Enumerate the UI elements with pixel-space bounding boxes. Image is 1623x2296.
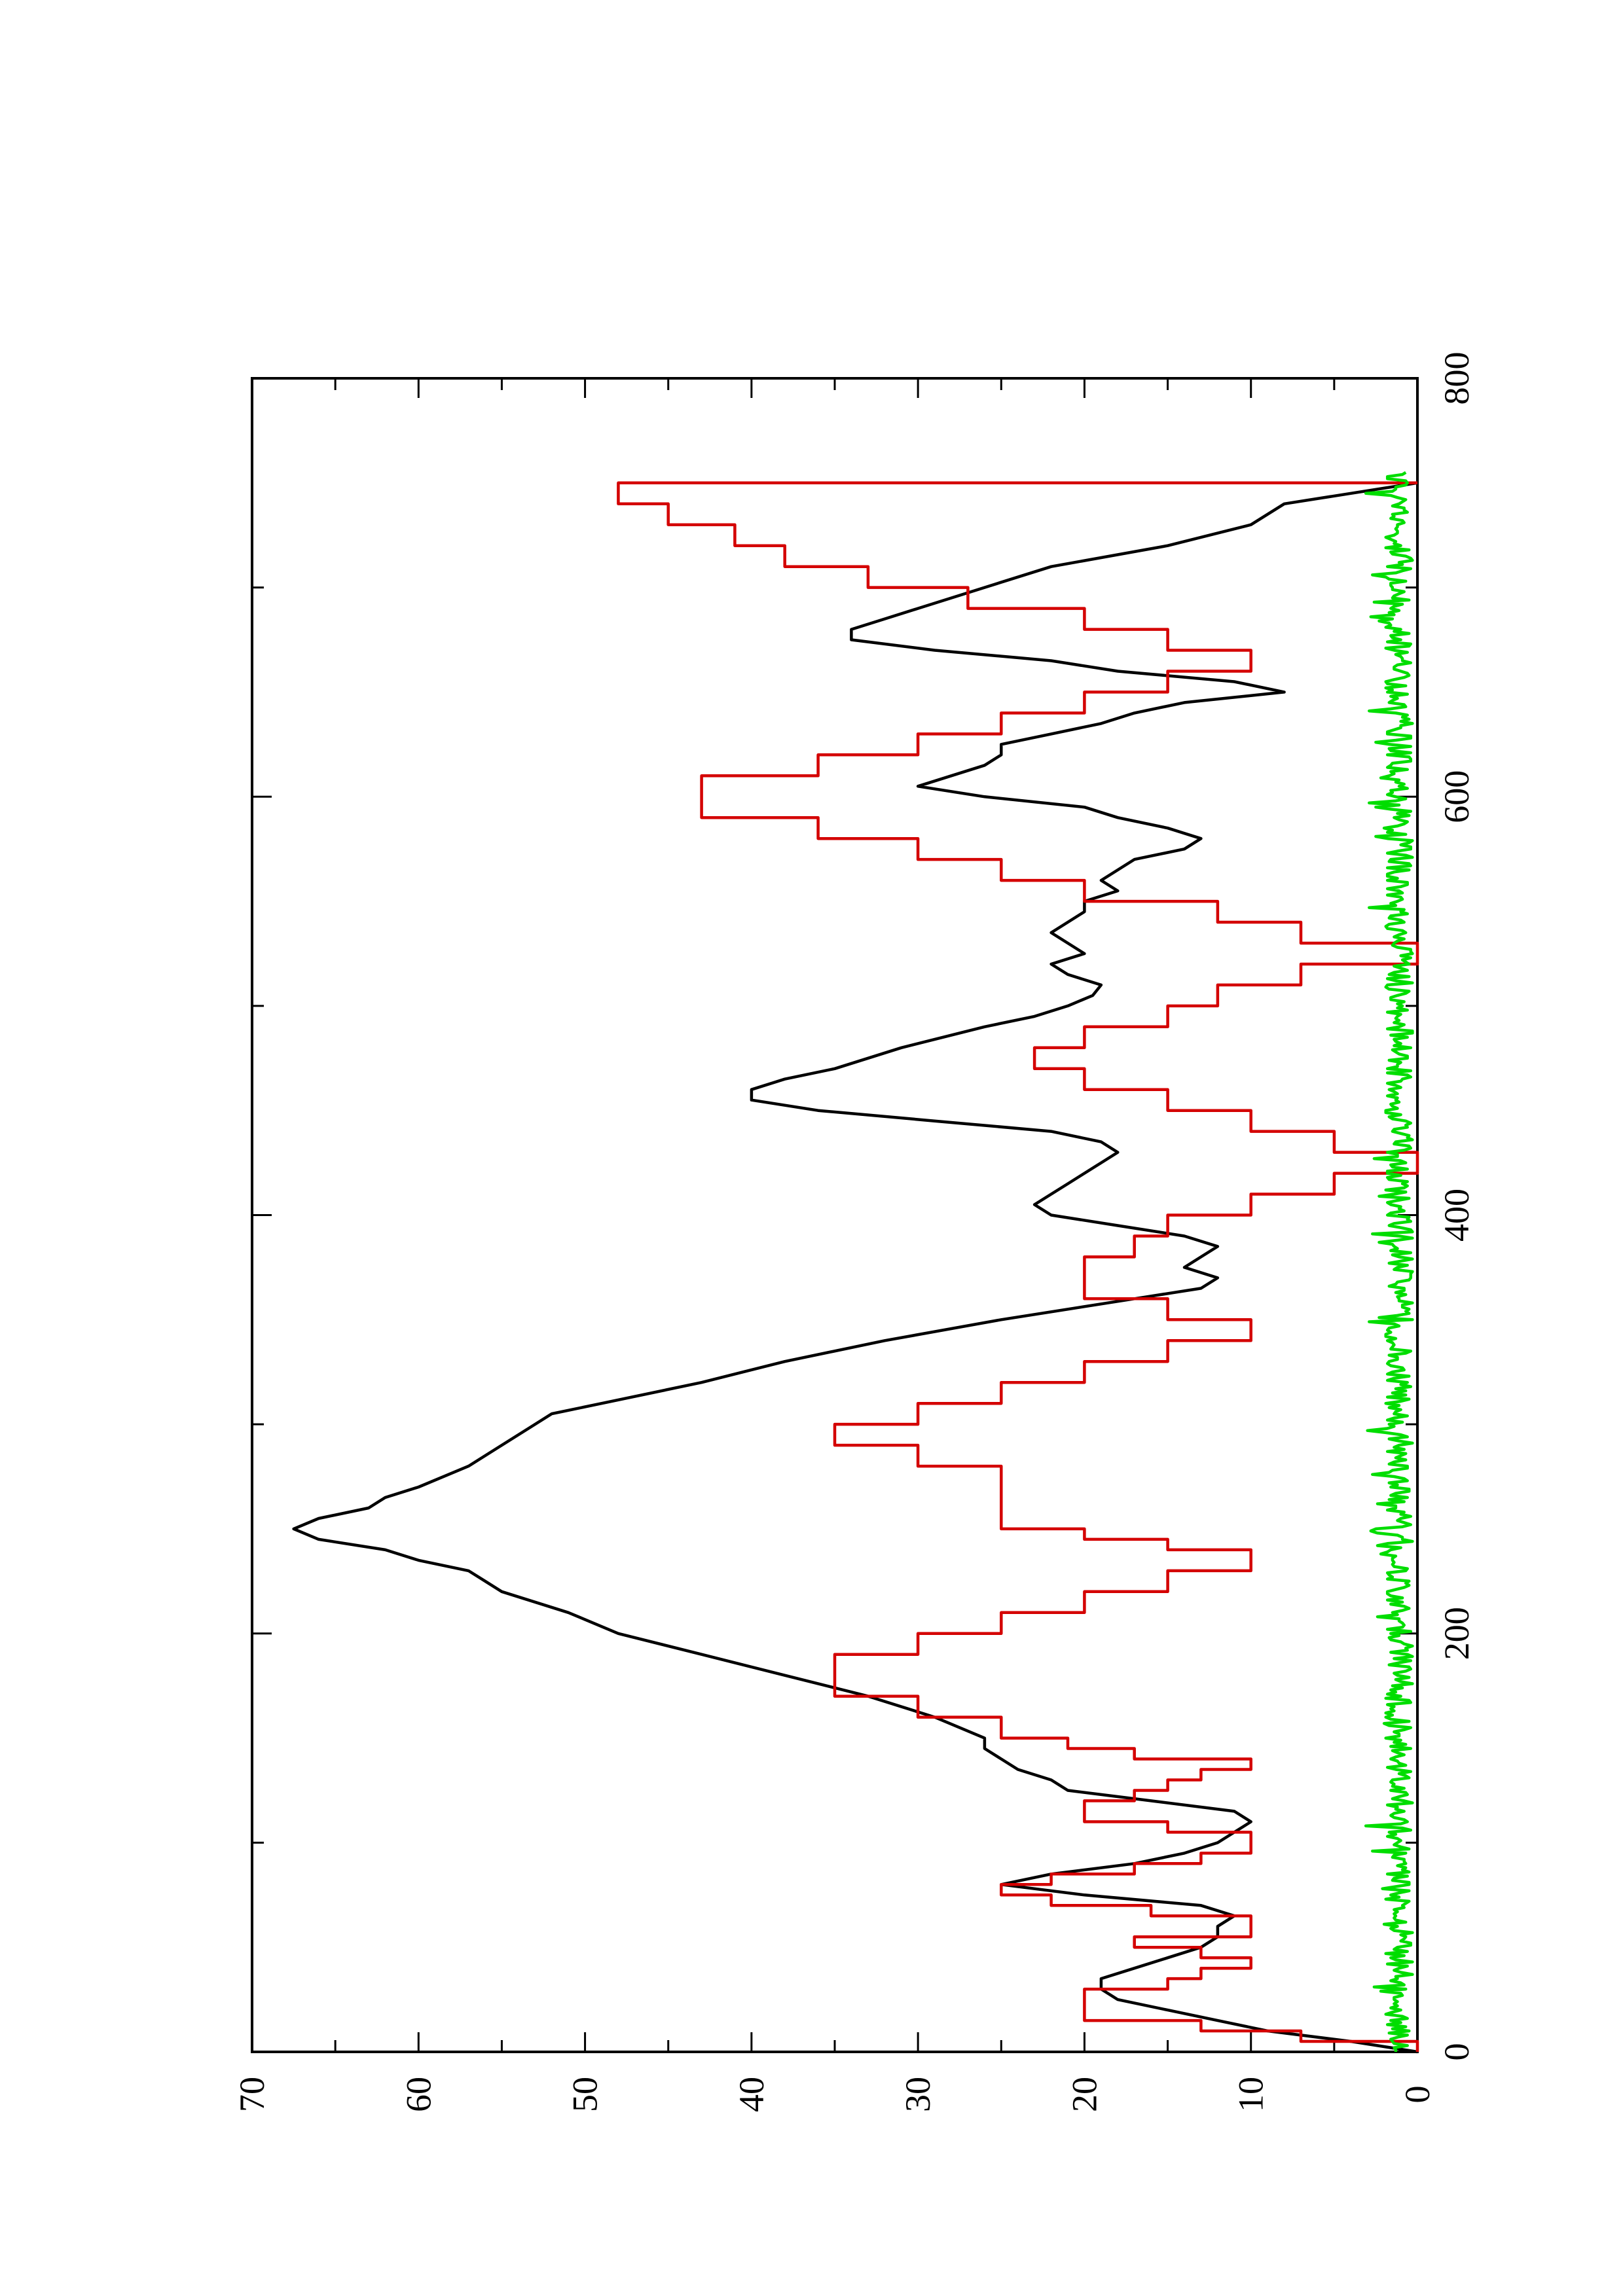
x-tick-label: 400: [1437, 1189, 1476, 1242]
y-tick-label: 60: [399, 2077, 438, 2112]
x-tick-label: 800: [1437, 352, 1476, 405]
x-tick-label: 600: [1437, 770, 1476, 823]
y-tick-label: 20: [1065, 2077, 1104, 2112]
x-tick-label: 200: [1437, 1607, 1476, 1660]
red-series-line: [617, 481, 1419, 2052]
plot-area: 0 200 400 600 800 0 10 20 30 40 50 60 70: [232, 352, 1476, 2113]
black-series-line: [292, 481, 1418, 2054]
y-tick-label: 40: [732, 2077, 771, 2112]
y-tick-label: 70: [232, 2077, 272, 2112]
y-tick-label: 50: [566, 2077, 605, 2112]
x-tick-label: 0: [1437, 2043, 1476, 2061]
green-series-line: [1364, 471, 1414, 2052]
y-tick-label: 10: [1231, 2077, 1271, 2112]
y-tick-label: 0: [1398, 2086, 1437, 2104]
y-tick-label: 30: [898, 2077, 938, 2112]
